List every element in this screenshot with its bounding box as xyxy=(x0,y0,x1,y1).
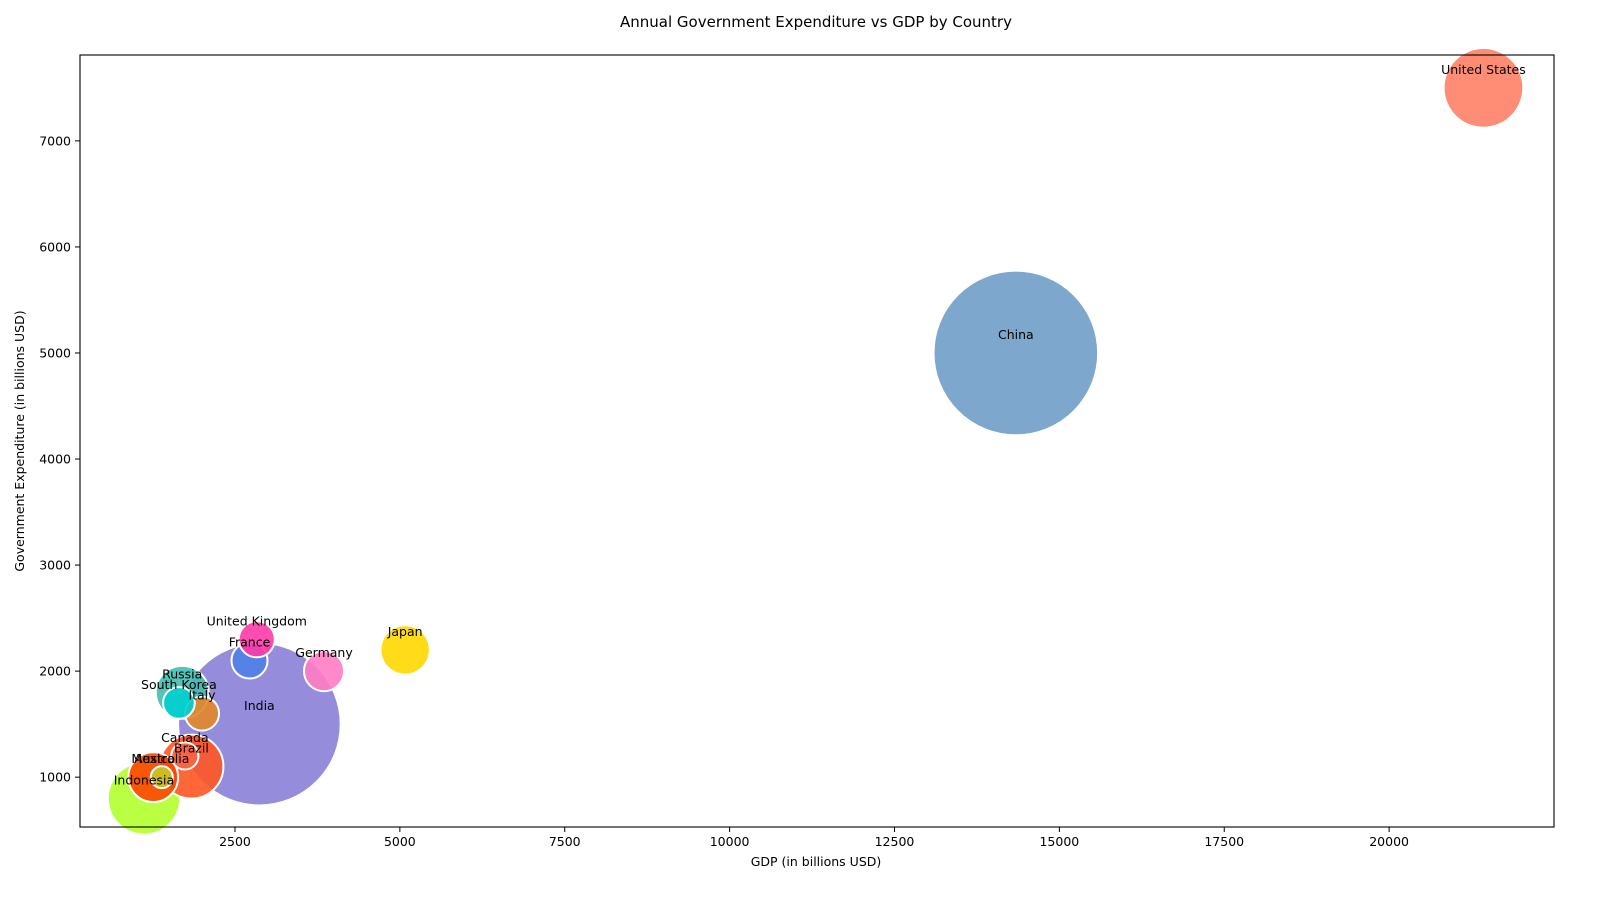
y-axis-label: Government Expenditure (in billions USD) xyxy=(12,310,27,571)
bubble-labels-layer: China India United States Indonesia BrazilMe… xyxy=(114,62,1526,787)
bubble-label-united-kingdom: United Kingdom xyxy=(207,613,307,628)
bubble-china xyxy=(932,269,1100,437)
bubble-label-mexico: Mexico xyxy=(131,751,175,766)
bubble-label-japan: Japan xyxy=(387,624,423,639)
bubble-germany xyxy=(302,650,346,693)
bubble-label-china: China xyxy=(998,327,1034,342)
bubble-label-canada: Canada xyxy=(161,730,209,745)
x-tick-label: 7500 xyxy=(549,834,581,849)
plot-frame xyxy=(79,54,1555,828)
x-tick-label: 2500 xyxy=(219,834,251,849)
y-tick-label: 7000 xyxy=(39,133,71,148)
bubble-label-germany: Germany xyxy=(295,645,353,660)
bubble-south-korea xyxy=(162,686,196,720)
bubble-label-south-korea: South Korea xyxy=(141,677,217,692)
y-axis-ticks: 1000 2000 3000 4000 5000 6000 7000 xyxy=(39,133,80,785)
bubble-label-italy: Italy xyxy=(188,688,216,703)
chart-title: Annual Government Expenditure vs GDP by … xyxy=(620,13,1012,31)
bubbles-layer xyxy=(106,47,1525,836)
bubble-label-brazil: Brazil xyxy=(174,741,209,756)
bubble-label-russia: Russia xyxy=(162,666,202,681)
bubble-label-indonesia: Indonesia xyxy=(114,772,174,787)
x-tick-label: 20000 xyxy=(1369,834,1409,849)
bubble-australia xyxy=(149,765,174,790)
bubble-canada xyxy=(170,741,200,771)
bubble-label-india: India xyxy=(244,698,275,713)
bubble-united-states xyxy=(1442,47,1525,129)
x-tick-label: 5000 xyxy=(384,834,416,849)
x-axis-label: GDP (in billions USD) xyxy=(751,854,882,869)
y-tick-label: 6000 xyxy=(39,239,71,254)
x-tick-label: 12500 xyxy=(875,834,915,849)
bubble-label-united-states: United States xyxy=(1441,62,1526,77)
x-tick-label: 10000 xyxy=(710,834,750,849)
bubble-japan xyxy=(379,624,431,676)
x-tick-label: 17500 xyxy=(1204,834,1244,849)
bubble-united-kingdom xyxy=(237,620,276,659)
x-axis-ticks: 2500 5000 7500 10000 12500 15000 17500 20000 xyxy=(219,827,1409,849)
y-tick-label: 3000 xyxy=(39,558,71,573)
bubble-label-australia: Australia xyxy=(134,751,189,766)
y-tick-label: 4000 xyxy=(39,452,71,467)
y-tick-label: 5000 xyxy=(39,345,71,360)
x-tick-label: 15000 xyxy=(1039,834,1079,849)
bubble-label-france: France xyxy=(229,635,271,650)
y-tick-label: 2000 xyxy=(39,664,71,679)
y-tick-label: 1000 xyxy=(39,770,71,785)
